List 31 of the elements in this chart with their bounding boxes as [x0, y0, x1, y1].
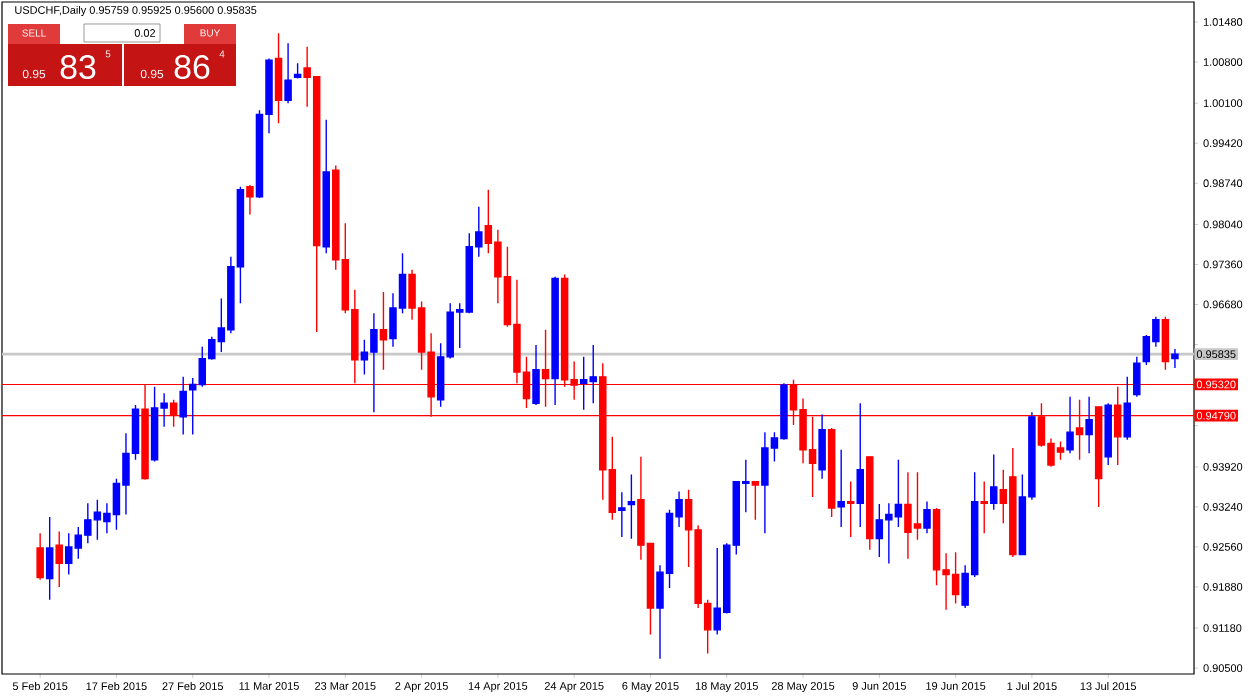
candlestick	[818, 413, 826, 480]
candlestick	[923, 500, 931, 535]
candlestick	[293, 62, 302, 80]
candlestick	[551, 276, 559, 406]
candlestick	[846, 480, 855, 538]
candlestick	[45, 516, 54, 601]
candlestick	[322, 118, 330, 254]
candlestick	[179, 376, 187, 436]
candlestick	[866, 456, 874, 551]
candlestick	[618, 491, 626, 538]
candlestick	[55, 530, 63, 588]
candlestick	[980, 480, 988, 535]
candlestick	[1133, 356, 1141, 398]
candlestick	[990, 453, 998, 511]
candlestick	[246, 184, 254, 216]
candlestick	[627, 473, 636, 540]
candlestick	[751, 480, 760, 521]
candlestick	[1085, 396, 1093, 455]
candlestick	[532, 344, 540, 406]
candlestick	[837, 449, 845, 528]
candlestick	[284, 42, 292, 104]
annotation: 83	[60, 55, 96, 79]
candlestick	[856, 402, 864, 528]
candlestick	[379, 291, 388, 371]
candlestick	[1066, 396, 1074, 455]
candlestick	[274, 32, 283, 124]
candlestick	[1171, 348, 1179, 369]
annotation: 86	[174, 55, 210, 79]
candlestick	[1104, 402, 1112, 466]
candlestick	[1123, 376, 1132, 441]
candlestick	[36, 532, 44, 581]
